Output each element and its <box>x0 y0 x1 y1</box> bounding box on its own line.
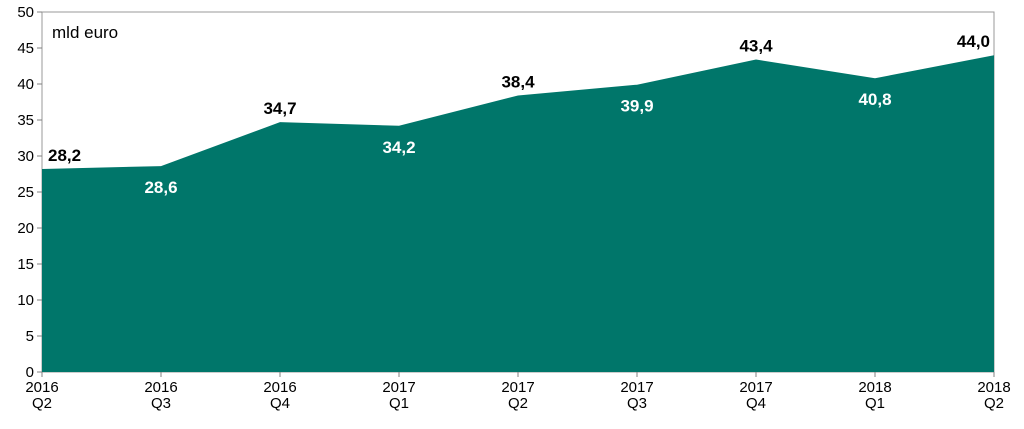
data-label: 43,4 <box>739 37 773 56</box>
x-tick-label-year: 2017 <box>739 379 772 396</box>
y-axis: 0 5 10 15 20 25 30 35 40 45 50 <box>17 4 42 381</box>
x-tick-label-quarter: Q2 <box>508 395 528 412</box>
data-label: 39,9 <box>620 97 653 116</box>
x-tick-label-year: 2018 <box>977 379 1010 396</box>
x-tick-label-year: 2017 <box>620 379 653 396</box>
data-label: 28,6 <box>144 178 177 197</box>
data-label: 34,7 <box>263 99 296 118</box>
x-tick-label-year: 2017 <box>382 379 415 396</box>
data-label: 38,4 <box>501 73 535 92</box>
x-tick-label-quarter: Q3 <box>627 395 647 412</box>
data-labels: 28,2 28,6 34,7 34,2 38,4 39,9 43,4 40,8 44,0 <box>48 32 990 197</box>
data-label: 44,0 <box>957 32 990 51</box>
y-tick-label: 30 <box>17 148 34 165</box>
x-axis: 2016Q22016Q32016Q42017Q12017Q22017Q32017… <box>25 372 1011 412</box>
y-tick-label: 10 <box>17 292 34 309</box>
data-label: 40,8 <box>858 90 891 109</box>
x-tick-label-year: 2018 <box>858 379 891 396</box>
y-tick-label: 20 <box>17 220 34 237</box>
x-tick-label-quarter: Q1 <box>389 395 409 412</box>
data-label: 28,2 <box>48 146 81 165</box>
y-tick-label: 25 <box>17 184 34 201</box>
x-tick-label-quarter: Q2 <box>32 395 52 412</box>
x-tick-label-year: 2016 <box>25 379 58 396</box>
y-tick-label: 0 <box>26 364 34 381</box>
x-tick-label-year: 2016 <box>263 379 296 396</box>
data-label: 34,2 <box>382 138 415 157</box>
x-tick-label-year: 2017 <box>501 379 534 396</box>
y-tick-label: 50 <box>17 4 34 21</box>
y-tick-label: 40 <box>17 76 34 93</box>
y-tick-label: 35 <box>17 112 34 129</box>
y-tick-label: 45 <box>17 40 34 57</box>
area-series <box>42 55 994 372</box>
x-tick-label-quarter: Q3 <box>151 395 171 412</box>
x-tick-label-quarter: Q4 <box>270 395 290 412</box>
x-tick-label-quarter: Q1 <box>865 395 885 412</box>
x-tick-label-quarter: Q2 <box>984 395 1004 412</box>
unit-label: mld euro <box>52 23 118 42</box>
x-tick-label-year: 2016 <box>144 379 177 396</box>
x-tick-label-quarter: Q4 <box>746 395 766 412</box>
y-tick-label: 15 <box>17 256 34 273</box>
y-tick-label: 5 <box>26 328 34 345</box>
